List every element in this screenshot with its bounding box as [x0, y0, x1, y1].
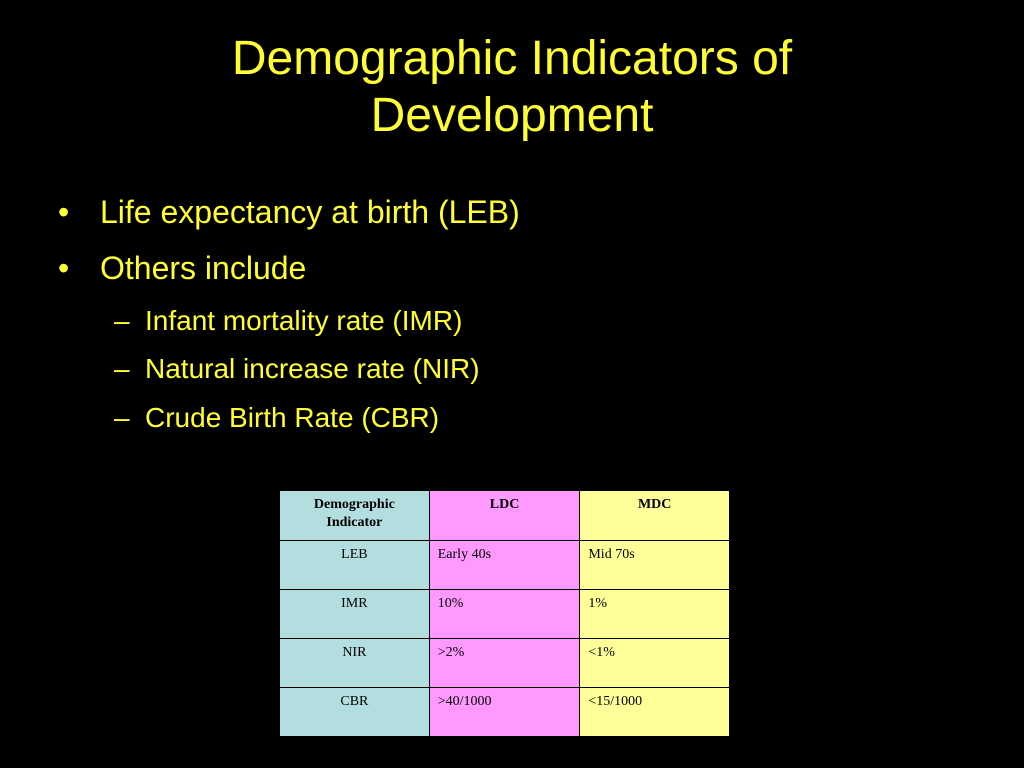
indicator-table: Demographic Indicator LDC MDC LEB Early … — [279, 490, 730, 737]
sub-bullet-imr: – Infant mortality rate (IMR) — [114, 304, 463, 337]
sub-bullet-cbr: – Crude Birth Rate (CBR) — [114, 401, 440, 434]
bullet-item-others: • Others include — [58, 249, 307, 287]
cell-mdc: 1% — [579, 589, 730, 639]
table-row: CBR >40/1000 <15/1000 — [279, 687, 730, 737]
cell-indicator: IMR — [279, 589, 430, 639]
cell-mdc: <1% — [579, 638, 730, 688]
cell-indicator: CBR — [279, 687, 430, 737]
bullet-mark: • — [58, 250, 70, 286]
cell-ldc: >40/1000 — [428, 687, 581, 737]
header-ldc: LDC — [428, 490, 581, 541]
bullet-text: Others include — [100, 250, 307, 286]
sub-bullet-nir: – Natural increase rate (NIR) — [114, 352, 480, 385]
table-row: NIR >2% <1% — [279, 638, 730, 688]
bullet-list: • Life expectancy at birth (LEB) • Other… — [58, 193, 520, 434]
title-line-2: Development — [370, 89, 654, 142]
sub-bullet-text: Natural increase rate (NIR) — [145, 353, 480, 384]
bullet-mark: • — [58, 194, 70, 230]
cell-ldc: 10% — [428, 589, 581, 639]
cell-indicator: NIR — [279, 638, 430, 688]
table-row: LEB Early 40s Mid 70s — [279, 540, 730, 590]
header-mdc: MDC — [579, 490, 730, 541]
bullet-text: Life expectancy at birth (LEB) — [100, 194, 520, 230]
header-demographic-indicator: Demographic Indicator — [279, 490, 430, 541]
cell-mdc: <15/1000 — [579, 687, 730, 737]
sub-bullet-mark: – — [114, 305, 130, 336]
sub-bullet-text: Infant mortality rate (IMR) — [145, 305, 463, 336]
sub-bullet-text: Crude Birth Rate (CBR) — [145, 402, 440, 433]
cell-ldc: >2% — [428, 638, 581, 688]
sub-bullet-mark: – — [114, 402, 130, 433]
cell-mdc: Mid 70s — [579, 540, 730, 590]
sub-bullet-mark: – — [114, 353, 130, 384]
slide-title: Demographic Indicators of Development — [62, 30, 962, 144]
title-line-1: Demographic Indicators of — [231, 32, 793, 85]
table-row: IMR 10% 1% — [279, 589, 730, 639]
cell-indicator: LEB — [279, 540, 430, 590]
cell-ldc: Early 40s — [428, 540, 581, 590]
table-header-row: Demographic Indicator LDC MDC — [279, 490, 730, 541]
bullet-item-leb: • Life expectancy at birth (LEB) — [58, 193, 520, 231]
